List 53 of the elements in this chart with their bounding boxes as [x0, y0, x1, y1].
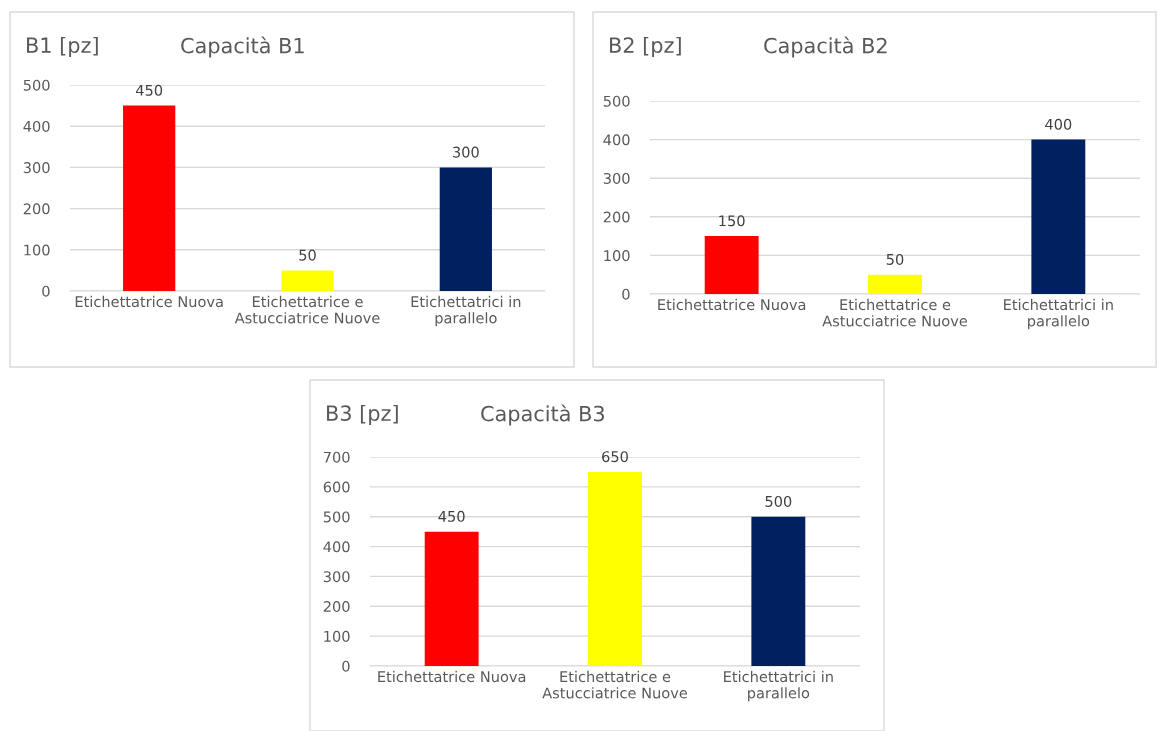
y-axis-title: B2 [pz] [610, 36, 681, 58]
bar [281, 270, 334, 291]
bar [439, 167, 492, 291]
data-label: 650 [602, 451, 628, 463]
bar [1031, 139, 1086, 294]
data-label: 50 [299, 249, 316, 261]
bar [424, 531, 479, 666]
data-label: 400 [1045, 118, 1072, 130]
y-tick-label: 400 [603, 134, 630, 146]
chart-title: Capacità B2 [764, 36, 887, 58]
x-tick-label: Etichettatrice e Astucciatrice Nuove [234, 295, 380, 324]
y-tick-label: 700 [323, 451, 350, 463]
x-tick-label: Etichettatrice e Astucciatrice Nuove [542, 670, 688, 699]
data-label: 50 [886, 253, 904, 265]
bar [588, 471, 642, 666]
y-tick-label: 500 [323, 511, 350, 523]
y-tick-label: 300 [23, 162, 50, 174]
y-tick-label: 500 [23, 79, 50, 91]
bar [868, 274, 922, 294]
data-label: 450 [135, 84, 163, 96]
y-tick-label: 300 [323, 571, 350, 583]
y-tick-label: 100 [324, 630, 350, 642]
chart-title: Capacità B1 [181, 36, 304, 58]
y-tick-label: 200 [23, 203, 50, 215]
y-tick-label: 200 [323, 601, 350, 613]
data-label: 500 [765, 495, 792, 507]
x-tick-label: Etichettatrici in parallelo [1004, 298, 1113, 330]
chart-title: Capacità B3 [481, 404, 604, 426]
x-tick-label: Etichettatrice Nuova [378, 670, 526, 683]
y-tick-label: 600 [323, 481, 350, 493]
y-tick-label: 100 [604, 250, 630, 262]
y-tick-label: 200 [603, 211, 630, 223]
bar [123, 105, 176, 291]
y-tick-label: 500 [603, 95, 630, 107]
x-tick-label: Etichettatrici in parallelo [411, 295, 521, 327]
y-tick-label: 300 [603, 172, 630, 184]
y-tick-label: 0 [622, 288, 630, 300]
y-tick-label: 100 [24, 244, 50, 256]
bar [751, 516, 806, 666]
data-label: 450 [438, 510, 465, 522]
data-label: 300 [453, 146, 479, 158]
y-axis-title: B1 [pz] [27, 36, 98, 58]
y-tick-label: 400 [323, 541, 350, 553]
y-axis-title: B3 [pz] [327, 404, 398, 426]
y-tick-label: 400 [23, 120, 50, 132]
y-tick-label: 0 [42, 285, 50, 297]
x-tick-label: Etichettatrici in parallelo [724, 670, 833, 702]
x-tick-label: Etichettatrice Nuova [75, 295, 223, 308]
data-label: 150 [719, 215, 745, 227]
bar [704, 236, 759, 294]
x-tick-label: Etichettatrice e Astucciatrice Nuove [822, 298, 968, 327]
y-tick-label: 0 [342, 660, 350, 672]
x-tick-label: Etichettatrice Nuova [658, 298, 806, 311]
